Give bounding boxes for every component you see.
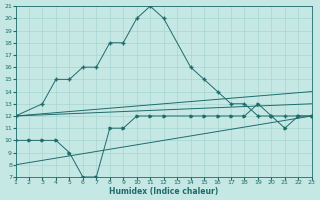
X-axis label: Humidex (Indice chaleur): Humidex (Indice chaleur) <box>109 187 218 196</box>
